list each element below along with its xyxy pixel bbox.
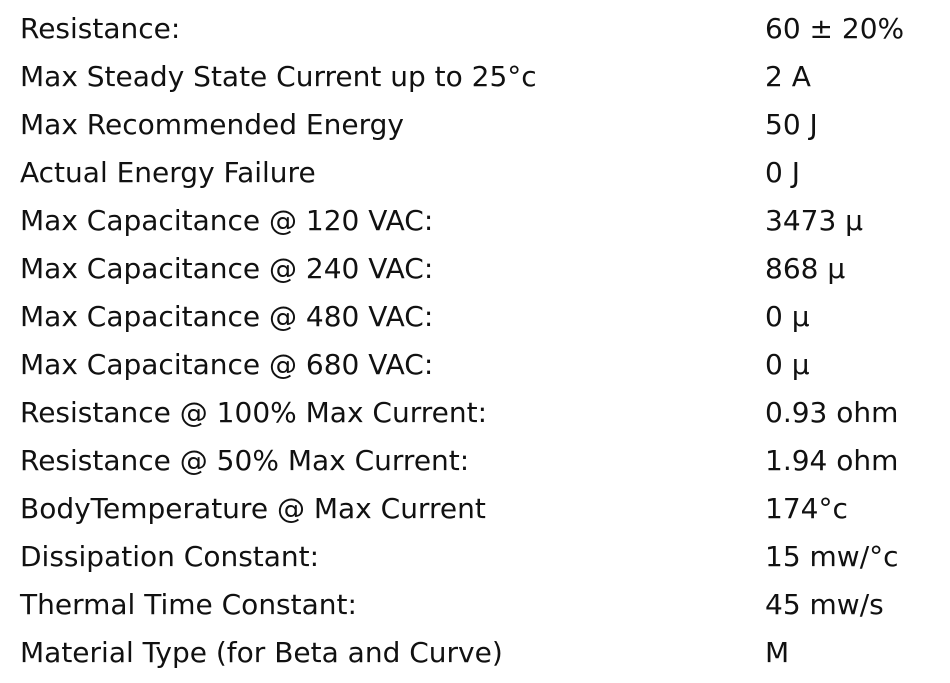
spec-value: 0 μ [765,348,810,381]
spec-label: Actual Energy Failure [20,156,316,189]
spec-label: Thermal Time Constant: [20,588,357,621]
spec-label: Resistance @ 100% Max Current: [20,396,488,429]
spec-value: 2 A [765,60,811,93]
spec-label: Max Capacitance @ 680 VAC: [20,348,434,381]
spec-value: 0.93 ohm [765,396,899,429]
spec-value: 50 J [765,108,818,141]
spec-label: Resistance: [20,12,181,45]
spec-label: Max Capacitance @ 480 VAC: [20,300,434,333]
spec-label: Max Steady State Current up to 25°c [20,60,537,93]
spec-label: Max Capacitance @ 120 VAC: [20,204,434,237]
spec-value: 15 mw/°c [765,540,899,573]
spec-label: Max Capacitance @ 240 VAC: [20,252,434,285]
spec-label: Dissipation Constant: [20,540,320,573]
spec-value: 868 μ [765,252,846,285]
spec-value: M [765,636,790,669]
spec-value: 60 ± 20% [765,12,905,45]
spec-label: BodyTemperature @ Max Current [20,492,486,525]
spec-value: 0 μ [765,300,810,333]
spec-value: 45 mw/s [765,588,884,621]
spec-label: Resistance @ 50% Max Current: [20,444,470,477]
spec-label: Max Recommended Energy [20,108,404,141]
spec-value: 0 J [765,156,800,189]
spec-value: 3473 μ [765,204,863,237]
spec-label: Material Type (for Beta and Curve) [20,636,503,669]
spec-value: 174°c [765,492,848,525]
spec-value: 1.94 ohm [765,444,899,477]
